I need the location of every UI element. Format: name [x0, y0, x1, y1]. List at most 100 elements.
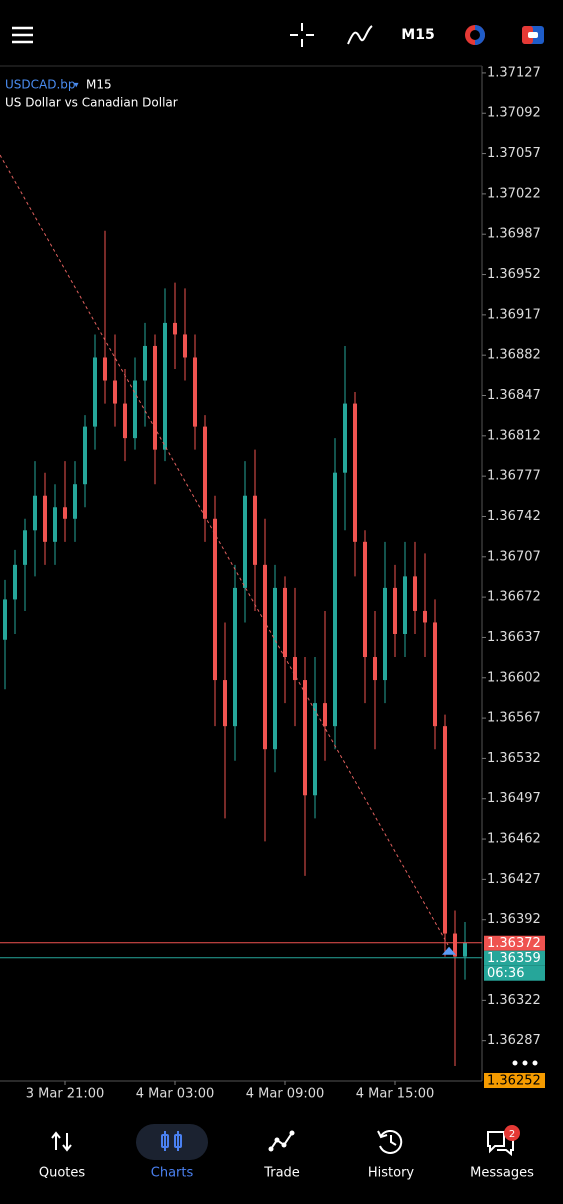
trade-icon-dots — [268, 1130, 295, 1152]
x-tick-label: 4 Mar 09:00 — [246, 1087, 325, 1102]
badge-count: 2 — [509, 1129, 515, 1140]
charts-icon — [161, 1131, 182, 1151]
candle-body — [323, 703, 327, 727]
price-tag — [484, 935, 545, 951]
y-tick-label: 1.36707 — [487, 549, 541, 564]
candle-body — [433, 622, 437, 727]
candle-body — [193, 357, 197, 427]
candle-body — [163, 322, 167, 450]
y-tick-label: 1.36567 — [487, 711, 541, 726]
price-tag-label: 1.36372 — [487, 936, 541, 951]
nav-item[interactable]: Trade — [263, 1166, 300, 1181]
y-tick-label: 1.36602 — [487, 670, 541, 685]
candle-body — [223, 680, 227, 727]
candle-body — [313, 703, 317, 796]
candle-body — [153, 345, 157, 450]
candle-body — [63, 507, 67, 519]
candle-body — [53, 507, 57, 542]
timeframe-button[interactable]: M15 — [401, 27, 434, 43]
crosshair-button[interactable] — [290, 23, 314, 47]
y-tick-label: 1.36322 — [487, 993, 541, 1008]
menu-button[interactable] — [12, 26, 33, 44]
candle-body — [83, 426, 87, 485]
candle-body — [353, 403, 357, 542]
candle-body — [123, 403, 127, 439]
quotes-icon — [51, 1131, 72, 1152]
candle-body — [393, 587, 397, 634]
y-tick-label: 1.36462 — [487, 832, 541, 847]
candle-body — [383, 587, 387, 681]
y-tick-label: 1.36427 — [487, 872, 541, 887]
more-button[interactable] — [512, 1060, 538, 1066]
candle-body — [373, 657, 377, 681]
candle-body — [363, 541, 367, 658]
y-tick-label: 1.36812 — [487, 428, 541, 443]
y-tick-label: 1.36742 — [487, 509, 541, 524]
nav-item[interactable]: Quotes — [39, 1166, 86, 1181]
symbol-dropdown[interactable]: ▾ — [74, 81, 79, 91]
trade-icon — [270, 1132, 293, 1150]
candle-body — [73, 484, 77, 519]
price-tag-label: 1.36252 — [487, 1074, 541, 1089]
candle-body — [133, 380, 137, 439]
nav-item[interactable]: Charts — [151, 1166, 194, 1181]
y-tick-label: 1.36637 — [487, 630, 541, 645]
trend-line[interactable] — [0, 154, 449, 946]
candle-body — [453, 933, 457, 957]
candle-body — [143, 345, 147, 381]
price-tag — [484, 1073, 545, 1088]
active-pill — [136, 1124, 208, 1160]
candle-body — [103, 357, 107, 381]
candle-body — [283, 587, 287, 658]
description: US Dollar vs Canadian Dollar — [5, 96, 178, 110]
candle-body — [273, 587, 277, 750]
y-tick-label: 1.37092 — [487, 106, 541, 121]
y-tick-label: 1.36672 — [487, 590, 541, 605]
chart-header: USDCAD.bp ▾ M15 US Dollar vs Canadian Do… — [5, 78, 178, 110]
y-tick-label: 1.36532 — [487, 751, 541, 766]
y-tick-label: 1.37022 — [487, 186, 541, 201]
candle-body — [213, 518, 217, 681]
x-tick-label: 4 Mar 15:00 — [356, 1087, 435, 1102]
candle-body — [243, 495, 247, 588]
chart: 1.37127 1.37092 1.37057 1.37022 1.36987 1.369… — [0, 65, 545, 1102]
price-tag-label: 1.36359 — [487, 951, 541, 966]
candle-body — [333, 472, 337, 727]
candle-body — [183, 334, 187, 358]
candle-body — [403, 576, 407, 634]
badge-dot — [504, 1125, 520, 1141]
y-tick-label: 1.36917 — [487, 307, 541, 322]
candle-body — [233, 587, 237, 727]
candle-body — [3, 599, 7, 640]
y-tick-label: 1.36777 — [487, 469, 541, 484]
y-tick-label: 1.36847 — [487, 388, 541, 403]
candle-body — [43, 495, 47, 542]
candle-body — [443, 726, 447, 934]
candle-body — [13, 564, 17, 600]
candle-body — [113, 380, 117, 404]
symbol[interactable]: USDCAD.bp — [5, 78, 76, 92]
candle-body — [173, 322, 177, 335]
y-tick-label: 1.37057 — [487, 146, 541, 161]
candle-body — [203, 426, 207, 519]
history-icon — [377, 1129, 403, 1154]
y-tick-label: 1.36882 — [487, 348, 541, 363]
x-tick-label: 4 Mar 03:00 — [136, 1087, 215, 1102]
candle-body — [423, 610, 427, 623]
candle-body — [303, 680, 307, 796]
y-tick-label: 1.36392 — [487, 912, 541, 927]
candle-body — [293, 657, 297, 681]
nav-item[interactable]: History — [368, 1166, 415, 1181]
y-tick-label: 1.36497 — [487, 791, 541, 806]
one-click-button[interactable] — [465, 25, 485, 45]
indicators-button[interactable] — [347, 25, 373, 45]
y-tick-label: 1.36987 — [487, 227, 541, 242]
candle-body — [463, 942, 467, 957]
y-tick-label: 1.36287 — [487, 1033, 541, 1048]
trade-button[interactable] — [522, 26, 544, 44]
nav-item[interactable]: Messages — [470, 1166, 534, 1181]
top-bar: M15 — [12, 23, 544, 47]
candle-body — [33, 495, 37, 531]
